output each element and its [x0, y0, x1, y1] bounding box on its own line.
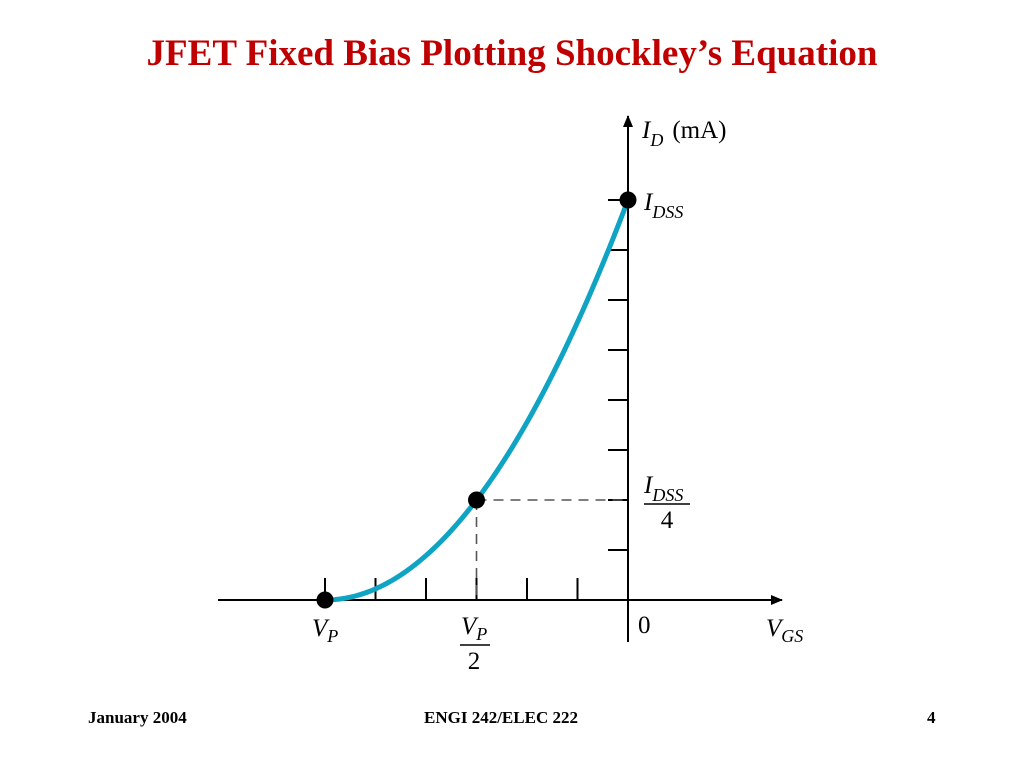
footer-date: January 2004: [88, 708, 187, 727]
x-axis-label: VGS: [766, 615, 803, 646]
point-idss: [619, 191, 637, 209]
idss-quarter-label-base: I: [643, 472, 654, 499]
vp-half-label-base: V: [461, 613, 479, 640]
slide-title: JFET Fixed Bias Plotting Shockley’s Equa…: [146, 33, 878, 74]
vp-label-base: V: [312, 615, 330, 642]
y-axis-label-unit: (mA): [672, 117, 726, 144]
x-axis-label-base: V: [766, 615, 784, 642]
y-ticks: [608, 199, 628, 551]
y-axis-label: ID (mA): [641, 117, 726, 150]
y-axis-label-base: I: [641, 117, 652, 144]
idss-quarter-label-sub: DSS: [651, 485, 683, 505]
point-vp-half: [468, 491, 485, 509]
idss-quarter-label: IDSS: [643, 472, 683, 505]
idss-label-sub: DSS: [651, 202, 683, 222]
vp-half-label: VP: [461, 613, 487, 644]
point-vp: [316, 591, 334, 609]
data-points: [316, 191, 637, 609]
vp-label: VP: [312, 615, 338, 646]
y-axis-label-sub: D: [649, 130, 663, 150]
idss-label-base: I: [643, 189, 654, 216]
idss-quarter-denominator: 4: [661, 507, 674, 534]
origin-label: 0: [638, 612, 651, 639]
footer-course: ENGI 242/ELEC 222: [424, 708, 578, 727]
x-axis-label-sub: GS: [781, 626, 803, 646]
idss-label: IDSS: [643, 189, 683, 222]
x-ticks: [324, 578, 579, 600]
vp-half-denominator: 2: [468, 648, 481, 675]
vp-label-sub: P: [326, 626, 338, 646]
footer-page-number: 4: [927, 708, 936, 727]
vp-half-label-sub: P: [475, 624, 487, 644]
